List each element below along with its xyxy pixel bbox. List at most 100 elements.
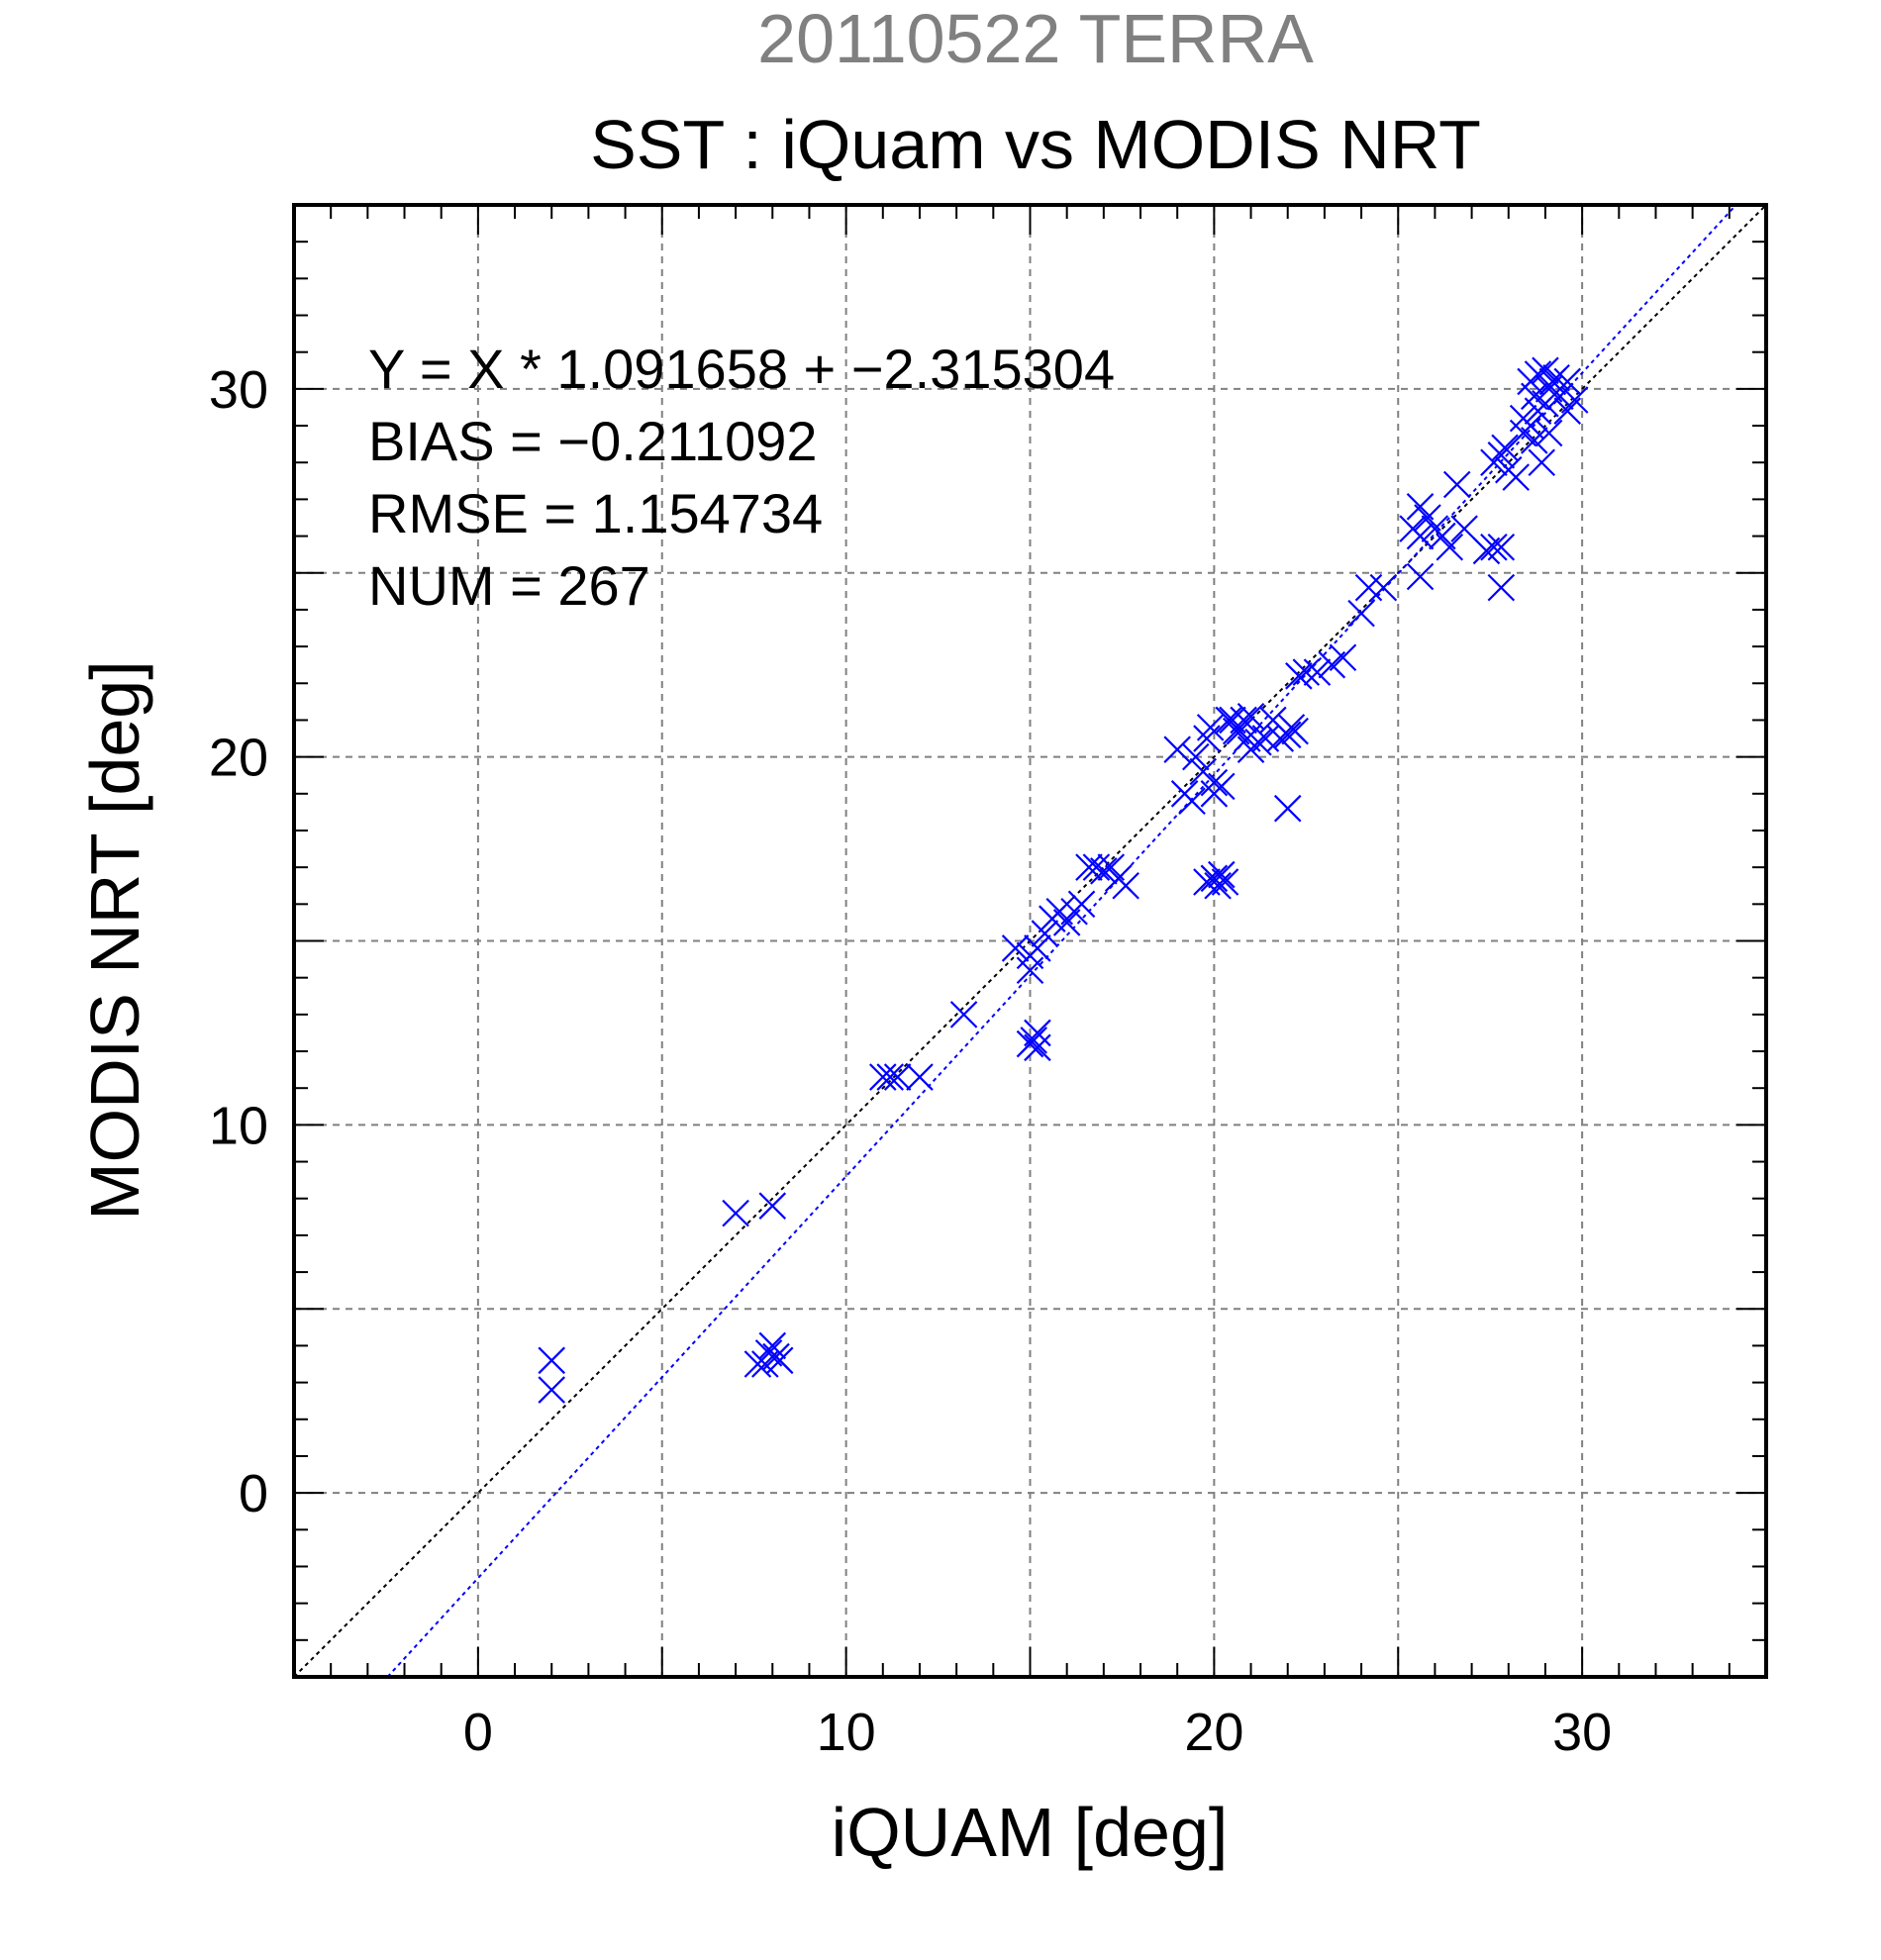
scatter-point (1251, 725, 1280, 752)
scatter-point (1521, 427, 1548, 454)
y-tick-label: 10 (209, 1096, 268, 1155)
y-tick-label: 20 (209, 729, 268, 788)
scatter-point-stroke (1285, 662, 1313, 690)
scatter-point (1273, 721, 1302, 749)
scatter-point (1442, 470, 1471, 499)
scatter-point-stroke (754, 1339, 783, 1367)
scatter-point-stroke (1244, 728, 1272, 756)
scatter-point (538, 1376, 566, 1404)
scatter-point-stroke (1219, 706, 1246, 735)
scatter-point (1524, 360, 1552, 388)
scatter-point-stroke (1414, 504, 1441, 532)
scatter-point (538, 1346, 566, 1375)
scatter-point (1406, 562, 1435, 591)
scatter-point (1553, 367, 1582, 396)
scatter-point-stroke (1200, 768, 1229, 797)
num-text: NUM = 267 (368, 554, 650, 617)
scatter-point (751, 1350, 779, 1378)
scatter-point-stroke (1487, 533, 1516, 561)
scatter-point (1502, 463, 1530, 491)
scatter-point (1244, 728, 1272, 756)
scatter-point-stroke (883, 1063, 912, 1091)
scatter-point-stroke (758, 1192, 787, 1220)
scatter-point (1200, 864, 1229, 893)
scatter-point-stroke (1182, 742, 1210, 771)
scatter-point-stroke (1553, 367, 1582, 396)
scatter-point (1090, 857, 1118, 885)
scatter-point (1534, 419, 1563, 447)
scatter-point-stroke (751, 1350, 779, 1378)
scatter-point (1329, 643, 1357, 672)
scatter-point-stroke (1369, 573, 1398, 602)
scatter-point (1200, 768, 1229, 797)
scatter-point (1542, 363, 1570, 392)
regression-equation-text: Y = X * 1.091658 + −2.315304 (368, 338, 1115, 400)
scatter-point-stroke (1487, 441, 1516, 469)
scatter-point-stroke (1075, 853, 1103, 881)
y-axis-label: MODIS NRT [deg] (76, 660, 153, 1220)
scatter-point (1230, 706, 1257, 735)
scatter-point-stroke (1273, 721, 1302, 749)
scatter-point-stroke (1292, 658, 1321, 686)
scatter-point-stroke (1211, 868, 1239, 896)
scatter-point (883, 1063, 912, 1091)
scatter-point-stroke (949, 1001, 978, 1029)
scatter-point (1347, 599, 1375, 628)
scatter-point (758, 1192, 787, 1220)
x-axis-label: iQUAM [deg] (832, 1794, 1229, 1871)
scatter-point (1487, 441, 1516, 469)
bias-text: BIAS = −0.211092 (368, 410, 818, 472)
scatter-point-stroke (1532, 356, 1559, 385)
scatter-point-stroke (1509, 404, 1537, 433)
scatter-point (722, 1199, 749, 1227)
scatter-point-stroke (1528, 448, 1556, 477)
scatter-point (1406, 493, 1435, 521)
x-tick-label: 10 (817, 1703, 876, 1762)
scatter-point-stroke (1196, 714, 1225, 741)
scatter-point-stroke (1521, 427, 1548, 454)
plot-frame (292, 203, 1768, 1679)
rmse-text: RMSE = 1.154734 (368, 482, 823, 544)
scatter-point-stroke (1406, 562, 1435, 591)
scatter-point (1273, 794, 1302, 823)
scatter-point (1354, 573, 1383, 602)
scatter-point-stroke (1524, 360, 1552, 388)
scatter-point-stroke (1251, 725, 1280, 752)
scatter-point-stroke (1230, 706, 1257, 735)
scatter-point-stroke (538, 1376, 566, 1404)
scatter-point-stroke (1067, 890, 1096, 919)
scatter-point-stroke (1097, 853, 1126, 881)
scatter-point-stroke (1163, 735, 1191, 763)
scatter-point-stroke (1204, 871, 1232, 900)
scatter-point-stroke (1112, 871, 1139, 900)
scatter-point-stroke (1534, 419, 1563, 447)
scatter-point-stroke (1429, 522, 1456, 550)
scatter-point (1285, 662, 1313, 690)
scatter-point-stroke (1546, 382, 1574, 411)
scatter-point (1369, 573, 1398, 602)
scatter-point-stroke (1200, 864, 1229, 893)
scatter-point (1020, 1027, 1047, 1054)
scatter-point (906, 1063, 934, 1091)
scatter-point-stroke (1354, 573, 1383, 602)
scatter-point (1491, 434, 1519, 462)
scatter-point-stroke (1031, 920, 1059, 947)
scatter-point-stroke (1487, 573, 1516, 602)
scatter-point (1528, 448, 1556, 477)
scatter-point (1237, 702, 1265, 731)
x-tick-label: 20 (1184, 1703, 1243, 1762)
scatter-point-stroke (1259, 706, 1287, 735)
scatter-point (949, 1001, 978, 1029)
x-tick-label: 30 (1552, 1703, 1612, 1762)
scatter-point (1303, 658, 1332, 686)
scatter-point (1204, 871, 1232, 900)
scatter-point (1480, 533, 1508, 561)
scatter-point-stroke (1237, 702, 1265, 731)
scatter-point (1281, 717, 1309, 745)
scatter-point (1182, 742, 1210, 771)
scatter-point-stroke (1016, 956, 1044, 985)
scatter-point-stroke (1001, 934, 1030, 962)
scatter-point (1208, 860, 1236, 889)
scatter-point-stroke (1045, 897, 1074, 926)
